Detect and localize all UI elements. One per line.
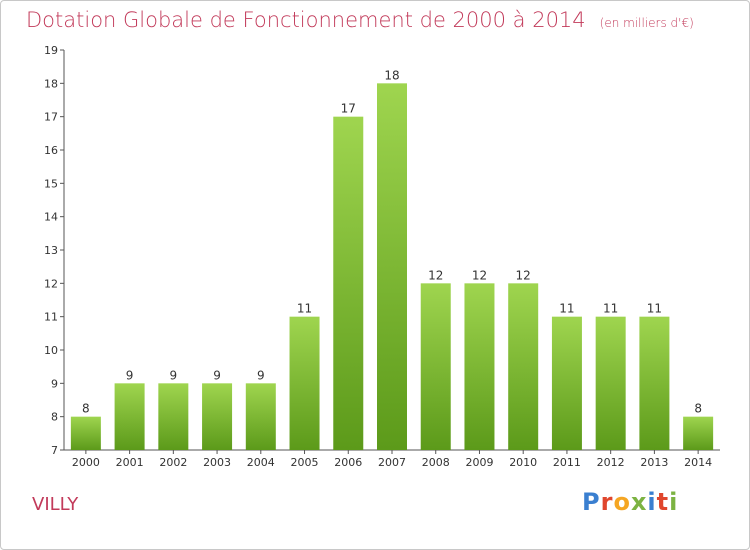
logo-letter: o [613, 488, 631, 516]
bar-2014 [683, 416, 714, 450]
x-tick-label-2009: 2009 [465, 456, 493, 469]
logo-letter: P [582, 488, 601, 516]
y-tick-label: 16 [44, 144, 58, 157]
y-tick-label: 11 [44, 311, 58, 324]
bar-2007 [377, 83, 407, 450]
logo-letter: i [647, 488, 657, 516]
data-label-2011: 11 [559, 302, 574, 316]
data-labels: 8 9 9 9 9 11 17 18 12 12 12 11 11 11 8 [82, 68, 702, 415]
y-tick-label: 17 [44, 111, 58, 124]
x-tick-label-2007: 2007 [378, 456, 406, 469]
bar-2003 [202, 383, 233, 450]
data-label-2008: 12 [428, 268, 443, 282]
data-label-2013: 11 [647, 302, 662, 316]
data-label-2001: 9 [126, 368, 134, 382]
chart-title: Dotation Globale de Fonctionnement de 20… [26, 8, 694, 32]
proxiti-logo: Proxiti [582, 488, 678, 516]
y-tick-label: 14 [44, 211, 58, 224]
logo-letter: r [600, 488, 614, 516]
x-tick-label-2010: 2010 [509, 456, 537, 469]
data-label-2002: 9 [170, 368, 178, 382]
bar-2000 [70, 416, 101, 450]
x-tick-label-2003: 2003 [203, 456, 231, 469]
x-tick-label-2011: 2011 [553, 456, 581, 469]
x-tick-label-2006: 2006 [334, 456, 362, 469]
data-label-2009: 12 [472, 268, 487, 282]
x-tick-label-2012: 2012 [597, 456, 625, 469]
data-label-2010: 12 [516, 268, 531, 282]
x-tick-label-2001: 2001 [116, 456, 144, 469]
bars [70, 83, 714, 451]
x-tick-label-2008: 2008 [422, 456, 450, 469]
y-tick-label: 12 [44, 277, 58, 290]
y-tick-label: 19 [44, 44, 58, 57]
logo-letter: x [630, 488, 648, 516]
data-label-2004: 9 [257, 368, 265, 382]
y-tick-label: 9 [51, 377, 58, 390]
data-label-2003: 9 [213, 368, 221, 382]
x-tick-label-2000: 2000 [72, 456, 100, 469]
place-name: VILLY [32, 494, 79, 515]
x-tick-label-2004: 2004 [247, 456, 275, 469]
bar-2008 [420, 283, 451, 450]
y-tick-label: 18 [44, 77, 58, 90]
x-tick-label-2005: 2005 [291, 456, 319, 469]
bar-2009 [464, 283, 495, 450]
data-label-2005: 11 [297, 302, 312, 316]
bar-2001 [114, 383, 145, 450]
bar-2010 [508, 283, 539, 450]
y-tick-label: 7 [51, 444, 58, 457]
y-tick-label: 8 [51, 411, 58, 424]
bar-2011 [551, 316, 582, 450]
bar-2002 [158, 383, 189, 450]
bar-2013 [639, 316, 670, 450]
logo-letter: t [656, 488, 670, 516]
y-tick-label: 15 [44, 177, 58, 190]
unit-label: (en milliers d'€) [599, 16, 694, 30]
x-tick-label-2014: 2014 [684, 456, 712, 469]
data-label-2006: 17 [341, 102, 356, 116]
bar-2004 [245, 383, 276, 450]
x-tick-label-2002: 2002 [159, 456, 187, 469]
bar-2012 [595, 316, 626, 450]
data-label-2000: 8 [82, 402, 90, 416]
data-label-2007: 18 [384, 68, 399, 82]
x-tick-label-2013: 2013 [640, 456, 668, 469]
data-label-2014: 8 [694, 402, 702, 416]
title-text: Dotation Globale de Fonctionnement de 20… [26, 8, 586, 32]
logo-letter: i [669, 488, 679, 516]
y-tick-label: 10 [44, 344, 58, 357]
bar-2006 [333, 116, 364, 451]
bar-2005 [289, 316, 320, 450]
data-label-2012: 11 [603, 302, 618, 316]
y-tick-label: 13 [44, 244, 58, 257]
